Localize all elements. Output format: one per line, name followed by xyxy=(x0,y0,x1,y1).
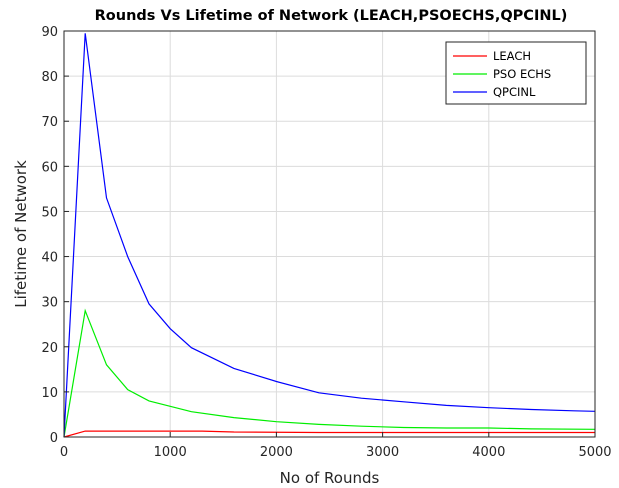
chart-title: Rounds Vs Lifetime of Network (LEACH,PSO… xyxy=(95,8,568,24)
x-tick-label: 2000 xyxy=(260,445,293,460)
plot-border xyxy=(63,30,596,438)
y-tick-label: 20 xyxy=(41,341,58,356)
y-tick-label: 0 xyxy=(50,431,58,446)
legend-box xyxy=(445,41,587,105)
legend-label: LEACH xyxy=(493,49,531,63)
y-tick-label: 90 xyxy=(41,25,58,40)
legend: LEACH PSO ECHS QPCINL xyxy=(445,41,587,105)
y-tick-label: 70 xyxy=(41,115,58,130)
series-line-pso-echs xyxy=(63,308,596,438)
legend-label: QPCINL xyxy=(493,85,536,99)
series-line-leach xyxy=(63,430,595,438)
y-tick-label: 50 xyxy=(41,205,58,220)
y-tick-label: 40 xyxy=(41,251,58,266)
legend-label: PSO ECHS xyxy=(493,67,551,81)
y-tick-label: 80 xyxy=(41,70,58,85)
x-tick-label: 3000 xyxy=(366,445,399,460)
x-tick-label: 5000 xyxy=(578,445,611,460)
x-tick-label: 4000 xyxy=(472,445,505,460)
x-tick-label: 0 xyxy=(60,445,68,460)
y-tick-label: 60 xyxy=(41,160,58,175)
series-line-qpcinl xyxy=(63,33,596,438)
y-axis-label: Lifetime of Network xyxy=(12,160,30,308)
y-tick-label: 30 xyxy=(41,296,58,311)
x-tick-label: 1000 xyxy=(154,445,187,460)
y-tick-label: 10 xyxy=(41,386,58,401)
series-lines xyxy=(63,33,596,438)
grid-lines xyxy=(63,30,596,438)
x-axis-label: No of Rounds xyxy=(280,469,380,487)
axis-ticks: 0 1000 2000 3000 4000 5000 0 10 20 30 40 50 60 70 80 90 xyxy=(41,25,611,460)
